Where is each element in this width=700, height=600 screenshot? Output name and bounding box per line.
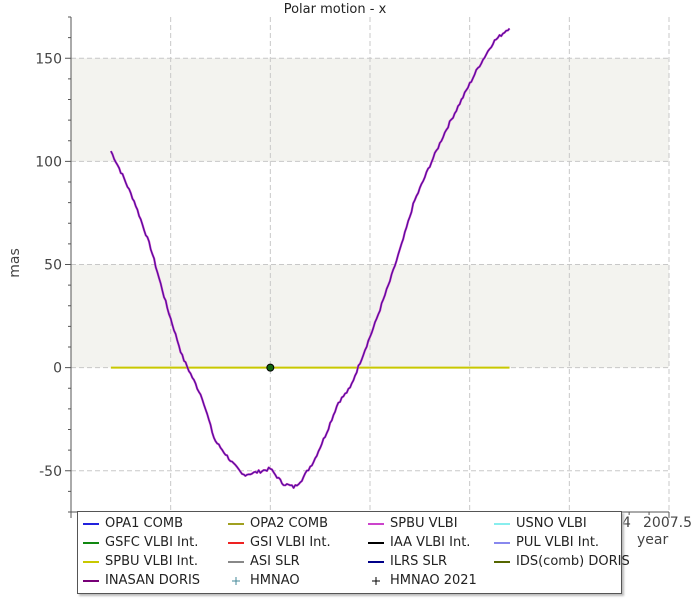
legend-swatch (83, 542, 99, 544)
legend-label: ASI SLR (250, 554, 300, 569)
legend-swatch (232, 577, 240, 585)
chart-title: Polar motion - x (284, 2, 387, 17)
legend-label: HMNAO 2021 (390, 573, 477, 588)
legend-label: OPA1 COMB (105, 516, 183, 531)
legend-label: USNO VLBI (516, 516, 587, 531)
legend-swatch (368, 561, 384, 563)
legend-label: SPBU VLBI (390, 516, 458, 531)
legend-label: PUL VLBI Int. (516, 535, 600, 550)
legend-swatch (368, 523, 384, 525)
legend-label: GSI VLBI Int. (250, 535, 331, 550)
legend-label: OPA2 COMB (250, 516, 328, 531)
legend-label: ILRS SLR (390, 554, 448, 569)
x-tick-label-4: 4 (622, 515, 631, 531)
legend-label: HMNAO (250, 573, 300, 588)
legend: OPA1 COMB OPA2 COMB SPBU VLBI USNO VLBI GSFC… (77, 511, 630, 594)
legend-swatch (228, 561, 244, 563)
x-axis-label: year (637, 532, 669, 548)
legend-swatch (83, 561, 99, 563)
y-tick-label: 150 (35, 51, 62, 67)
y-tick-labels: -50 0 50 100 150 (35, 51, 62, 480)
legend-swatch (494, 523, 510, 525)
x-tick-label-2007-5: 2007.5 (643, 515, 692, 531)
series-layer (109, 27, 511, 489)
legend-label: SPBU VLBI Int. (105, 554, 198, 569)
legend-label: INASAN DORIS (105, 573, 201, 588)
y-axis-label: mas (7, 248, 23, 278)
legend-label: IDS(comb) DORIS (516, 554, 630, 569)
legend-label: GSFC VLBI Int. (105, 535, 199, 550)
legend-swatch (228, 523, 244, 525)
legend-swatch (228, 542, 244, 544)
series-line-opa1-comb (110, 28, 510, 489)
legend-swatch (368, 542, 384, 544)
legend-swatch (83, 523, 99, 525)
marker-point (266, 363, 275, 372)
y-tick-label: 100 (35, 154, 62, 170)
legend-swatch (372, 577, 380, 585)
legend-label: IAA VLBI Int. (390, 535, 471, 550)
legend-swatch (494, 542, 510, 544)
y-tick-label: 0 (53, 361, 62, 377)
legend-swatch (494, 561, 510, 563)
y-tick-label: -50 (39, 464, 62, 480)
y-tick-label: 50 (44, 258, 62, 274)
legend-swatch (83, 580, 99, 582)
